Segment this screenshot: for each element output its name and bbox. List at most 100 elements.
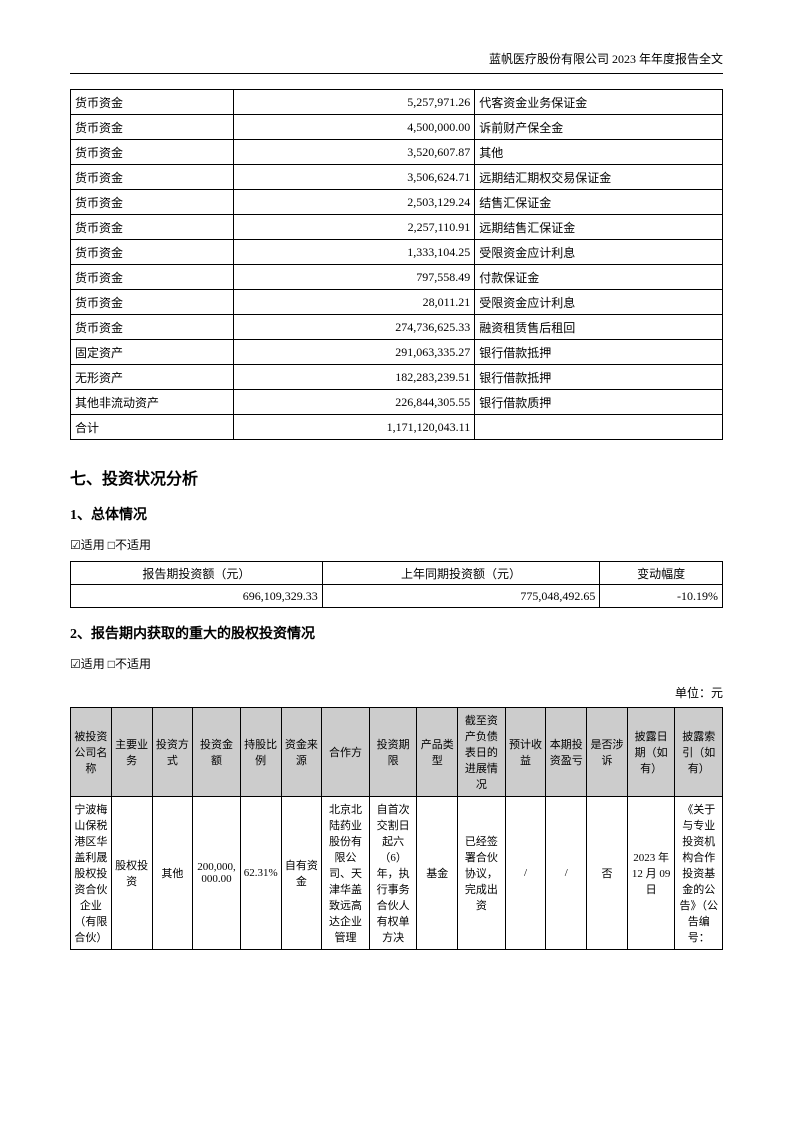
unit-label: 单位：元 bbox=[70, 684, 723, 701]
equity-table-cell: 北京北陆药业股份有限公司、天津华盖致远高达企业管理 bbox=[322, 797, 370, 950]
reason-cell: 银行借款抵押 bbox=[475, 340, 723, 365]
reason-cell: 受限资金应计利息 bbox=[475, 240, 723, 265]
equity-table-header: 披露索引（如有） bbox=[675, 708, 723, 797]
table-row: 无形资产182,283,239.51银行借款抵押 bbox=[71, 365, 723, 390]
asset-type-cell: 货币资金 bbox=[71, 90, 234, 115]
invest-header-2: 上年同期投资额（元） bbox=[322, 562, 600, 585]
equity-table-header: 投资金额 bbox=[193, 708, 241, 797]
amount-cell: 2,257,110.91 bbox=[234, 215, 475, 240]
equity-table-header: 被投资公司名称 bbox=[71, 708, 112, 797]
table-row: 货币资金1,333,104.25受限资金应计利息 bbox=[71, 240, 723, 265]
amount-cell: 3,506,624.71 bbox=[234, 165, 475, 190]
equity-table-cell: 宁波梅山保税港区华盖利晟股权投资合伙企业（有限合伙） bbox=[71, 797, 112, 950]
table-row: 货币资金274,736,625.33融资租赁售后租回 bbox=[71, 315, 723, 340]
invest-value-1: 696,109,329.33 bbox=[71, 585, 323, 608]
investment-summary-table: 报告期投资额（元） 上年同期投资额（元） 变动幅度 696,109,329.33… bbox=[70, 561, 723, 608]
equity-table-cell: 其他 bbox=[152, 797, 193, 950]
asset-type-cell: 货币资金 bbox=[71, 290, 234, 315]
reason-cell: 代客资金业务保证金 bbox=[475, 90, 723, 115]
restricted-assets-table: 货币资金5,257,971.26代客资金业务保证金货币资金4,500,000.0… bbox=[70, 89, 723, 440]
asset-type-cell: 货币资金 bbox=[71, 215, 234, 240]
asset-type-cell: 货币资金 bbox=[71, 115, 234, 140]
reason-cell bbox=[475, 415, 723, 440]
amount-cell: 226,844,305.55 bbox=[234, 390, 475, 415]
invest-header-3: 变动幅度 bbox=[600, 562, 723, 585]
table-row: 货币资金4,500,000.00诉前财产保全金 bbox=[71, 115, 723, 140]
equity-table-header: 产品类型 bbox=[417, 708, 458, 797]
equity-table-cell: 自有资金 bbox=[281, 797, 322, 950]
equity-table-cell: 否 bbox=[587, 797, 628, 950]
table-row: 货币资金28,011.21受限资金应计利息 bbox=[71, 290, 723, 315]
equity-table-header: 截至资产负债表日的进展情况 bbox=[458, 708, 506, 797]
equity-investment-table: 被投资公司名称主要业务投资方式投资金额持股比例资金来源合作方投资期限产品类型截至… bbox=[70, 707, 723, 950]
header-text: 蓝帆医疗股份有限公司 2023 年年度报告全文 bbox=[489, 52, 723, 66]
equity-table-cell: 62.31% bbox=[240, 797, 281, 950]
asset-type-cell: 合计 bbox=[71, 415, 234, 440]
asset-type-cell: 无形资产 bbox=[71, 365, 234, 390]
reason-cell: 银行借款抵押 bbox=[475, 365, 723, 390]
amount-cell: 797,558.49 bbox=[234, 265, 475, 290]
equity-table-cell: / bbox=[546, 797, 587, 950]
reason-cell: 受限资金应计利息 bbox=[475, 290, 723, 315]
subsection-1-title: 1、总体情况 bbox=[70, 504, 723, 524]
asset-type-cell: 固定资产 bbox=[71, 340, 234, 365]
amount-cell: 3,520,607.87 bbox=[234, 140, 475, 165]
subsection-2-title: 2、报告期内获取的重大的股权投资情况 bbox=[70, 623, 723, 643]
table-row: 合计1,171,120,043.11 bbox=[71, 415, 723, 440]
amount-cell: 1,171,120,043.11 bbox=[234, 415, 475, 440]
reason-cell: 诉前财产保全金 bbox=[475, 115, 723, 140]
equity-table-cell: 《关于与专业投资机构合作投资基金的公告》（公告编号： bbox=[675, 797, 723, 950]
applicable-note-2: ☑适用 □不适用 bbox=[70, 655, 723, 672]
invest-value-2: 775,048,492.65 bbox=[322, 585, 600, 608]
table-row: 货币资金3,520,607.87其他 bbox=[71, 140, 723, 165]
equity-table-cell: 股权投资 bbox=[111, 797, 152, 950]
amount-cell: 274,736,625.33 bbox=[234, 315, 475, 340]
amount-cell: 182,283,239.51 bbox=[234, 365, 475, 390]
reason-cell: 银行借款质押 bbox=[475, 390, 723, 415]
equity-table-header: 是否涉诉 bbox=[587, 708, 628, 797]
invest-value-3: -10.19% bbox=[600, 585, 723, 608]
equity-table-header: 主要业务 bbox=[111, 708, 152, 797]
reason-cell: 远期结汇期权交易保证金 bbox=[475, 165, 723, 190]
asset-type-cell: 货币资金 bbox=[71, 265, 234, 290]
equity-table-cell: 2023 年 12 月 09 日 bbox=[627, 797, 675, 950]
equity-table-header: 预计收益 bbox=[505, 708, 546, 797]
equity-table-header: 本期投资盈亏 bbox=[546, 708, 587, 797]
equity-table-header: 合作方 bbox=[322, 708, 370, 797]
equity-table-cell: 基金 bbox=[417, 797, 458, 950]
table-row: 货币资金2,257,110.91远期结售汇保证金 bbox=[71, 215, 723, 240]
amount-cell: 291,063,335.27 bbox=[234, 340, 475, 365]
asset-type-cell: 货币资金 bbox=[71, 315, 234, 340]
equity-table-header: 披露日期（如有） bbox=[627, 708, 675, 797]
equity-table-cell: / bbox=[505, 797, 546, 950]
equity-table-header: 持股比例 bbox=[240, 708, 281, 797]
equity-table-cell: 200,000,000.00 bbox=[193, 797, 241, 950]
table-row: 货币资金5,257,971.26代客资金业务保证金 bbox=[71, 90, 723, 115]
asset-type-cell: 货币资金 bbox=[71, 190, 234, 215]
amount-cell: 2,503,129.24 bbox=[234, 190, 475, 215]
equity-table-header: 投资方式 bbox=[152, 708, 193, 797]
table-row: 固定资产291,063,335.27银行借款抵押 bbox=[71, 340, 723, 365]
amount-cell: 28,011.21 bbox=[234, 290, 475, 315]
invest-header-1: 报告期投资额（元） bbox=[71, 562, 323, 585]
asset-type-cell: 其他非流动资产 bbox=[71, 390, 234, 415]
asset-type-cell: 货币资金 bbox=[71, 165, 234, 190]
equity-table-cell: 自首次交割日起六（6）年，执行事务合伙人有权单方决 bbox=[369, 797, 417, 950]
amount-cell: 5,257,971.26 bbox=[234, 90, 475, 115]
equity-table-header: 资金来源 bbox=[281, 708, 322, 797]
reason-cell: 融资租赁售后租回 bbox=[475, 315, 723, 340]
equity-table-cell: 已经签署合伙协议，完成出资 bbox=[458, 797, 506, 950]
asset-type-cell: 货币资金 bbox=[71, 240, 234, 265]
reason-cell: 其他 bbox=[475, 140, 723, 165]
table-row: 货币资金3,506,624.71远期结汇期权交易保证金 bbox=[71, 165, 723, 190]
amount-cell: 4,500,000.00 bbox=[234, 115, 475, 140]
amount-cell: 1,333,104.25 bbox=[234, 240, 475, 265]
table-row: 货币资金797,558.49付款保证金 bbox=[71, 265, 723, 290]
reason-cell: 付款保证金 bbox=[475, 265, 723, 290]
section-7-title: 七、投资状况分析 bbox=[70, 465, 723, 489]
asset-type-cell: 货币资金 bbox=[71, 140, 234, 165]
page-header: 蓝帆医疗股份有限公司 2023 年年度报告全文 bbox=[70, 50, 723, 74]
table-row: 货币资金2,503,129.24结售汇保证金 bbox=[71, 190, 723, 215]
applicable-note-1: ☑适用 □不适用 bbox=[70, 536, 723, 553]
table-row: 其他非流动资产226,844,305.55银行借款质押 bbox=[71, 390, 723, 415]
